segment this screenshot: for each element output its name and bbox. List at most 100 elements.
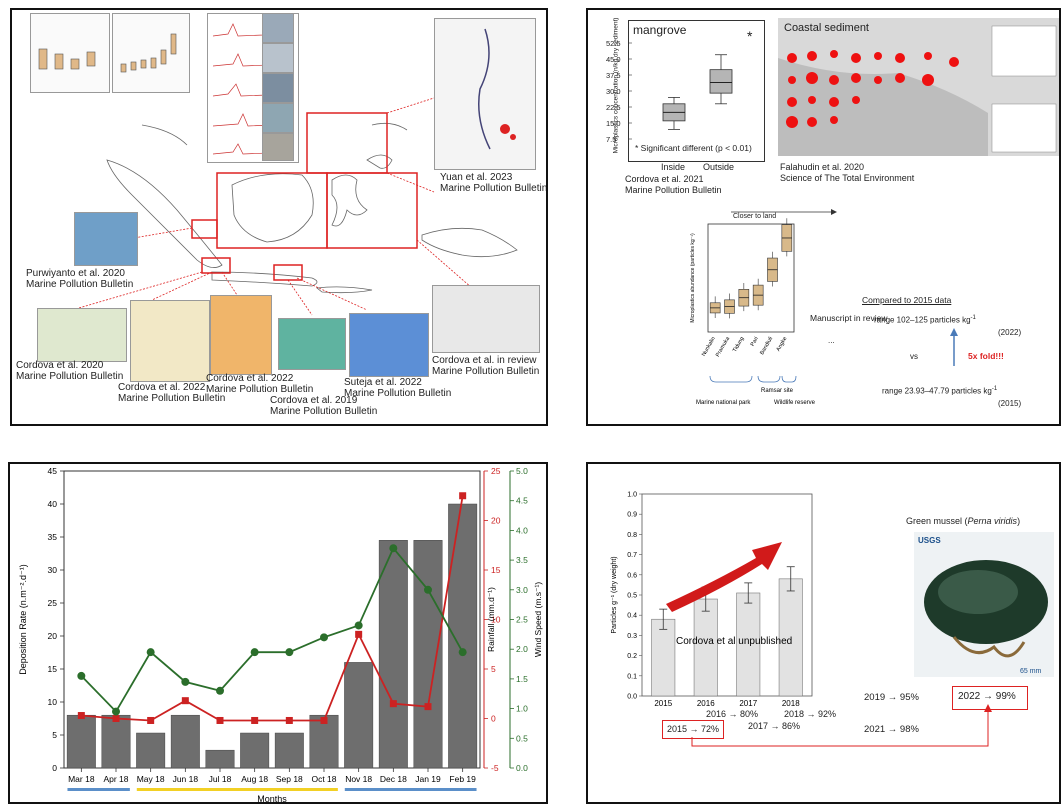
x-tick-label: Aug 18 (241, 774, 268, 784)
deposition-bar (378, 540, 408, 769)
mussel-panel: 0.0 0.1 0.2 0.3 0.4 0.5 0.6 0.7 0.8 0.9 1.0 Particl… (586, 462, 1061, 804)
boxplot-thumbnail-1 (30, 13, 110, 93)
boxplot-thumbnail-2 (112, 13, 190, 93)
citation-purwiyanto: Purwiyanto et al. 2020 Marine Pollution B… (26, 268, 134, 290)
rainfall-point (77, 712, 85, 720)
map-panel: Yuan et al. 2023 Marine Pollution Bulleti… (10, 8, 548, 426)
mussel-tick-label: 0.1 (627, 673, 637, 680)
bracket-ramsar (757, 375, 781, 383)
wind-tick-label: 0.0 (516, 763, 528, 773)
green-mussel-photo: USGS 65 mm (914, 532, 1054, 677)
particle-photo-1 (262, 13, 294, 43)
left-tick-label: 0 (52, 763, 57, 773)
closer-to-land-label: Closer to land (733, 213, 777, 220)
deposition-bar (240, 732, 270, 769)
wind-point (181, 677, 190, 686)
park-plot-frame (707, 223, 795, 333)
mussel-tick-label: 0.3 (627, 633, 637, 640)
wind-tick-label: 3.5 (516, 555, 528, 565)
pct-2022: 2022 → 99% (958, 691, 1016, 702)
mangrove-y-tick: 45.0 (606, 55, 621, 64)
park-y-label: Microplastics abundance (particles kg⁻¹) (690, 233, 696, 323)
left-tick-label: 45 (48, 466, 58, 476)
purwiyanto-map-thumbnail (74, 212, 138, 266)
wind-tick-label: 0.5 (516, 733, 528, 743)
rainfall-tick-label: 0 (491, 714, 496, 724)
arrow-head-icon (831, 209, 837, 215)
rainfall-point (216, 716, 224, 724)
rainfall-tick-label: 5 (491, 664, 496, 674)
citation-cordova2022a: Cordova et al. 2022 Marine Pollution Bull… (118, 382, 226, 404)
rainfall-point (320, 716, 328, 724)
x-tick-label: Feb 19 (449, 774, 476, 784)
mussel-tick-label: 0.9 (627, 512, 637, 519)
x-tick-label: Jun 18 (173, 774, 199, 784)
park-category-label: Angke (776, 336, 789, 353)
deposition-bar (274, 732, 304, 769)
citation-falahudin: Falahudin et al. 2020 Science of The Tota… (780, 162, 915, 183)
fold-increase: 5x fold!!! (968, 351, 1004, 361)
rainfall-tick-label: 15 (491, 565, 501, 575)
wind-tick-label: 4.0 (516, 525, 528, 535)
mussel-tick-label: 0.6 (627, 572, 637, 579)
cordova2022-map-thumbnail-b (210, 295, 272, 375)
coastal-title: Coastal sediment (784, 22, 869, 34)
mangrove-y-tick: 22.5 (606, 103, 621, 112)
mussel-category-label: 2017 (739, 699, 757, 708)
wind-line (80, 546, 464, 714)
wind-tick-label: 2.0 (516, 644, 528, 654)
mussel-tick-label: 1.0 (627, 492, 637, 499)
wind-tick-label: 4.5 (516, 496, 528, 506)
left-tick-label: 5 (52, 730, 57, 740)
rainfall-point (112, 715, 120, 722)
x-tick-label: Jul 18 (209, 774, 232, 784)
plot-area (63, 470, 481, 769)
mussel-category-label: 2018 (782, 699, 800, 708)
mussel-tick-label: 0.4 (627, 613, 637, 620)
manuscript-review-note: Manuscript in review (810, 313, 888, 323)
pct-2021: 2021 → 98% (864, 724, 919, 735)
mussel-y-axis-title: Particles g⁻¹ (dry weight) (611, 556, 618, 633)
sediment-panel: mangrove * * Significant different (p < … (586, 8, 1061, 426)
pct-2017: 2017 → 86% (748, 721, 801, 731)
x-tick-label: Apr 18 (103, 774, 128, 784)
wind-point (320, 633, 328, 642)
usgs-logo: USGS (918, 536, 941, 545)
ellipsis: ... (828, 336, 835, 345)
bracket-wildlife (781, 375, 797, 383)
group-marine-national-park: Marine national park (696, 400, 751, 406)
mussel-tick-label: 0.2 (627, 653, 637, 660)
left-tick-label: 35 (48, 532, 58, 542)
rainfall-point (147, 716, 155, 724)
season-bar (67, 788, 130, 791)
mussel-bar (651, 618, 676, 697)
mussel-bar-chart: 0.0 0.1 0.2 0.3 0.4 0.5 0.6 0.7 0.8 0.9 1.0 Particl… (611, 492, 813, 708)
park-category-label: Pari (750, 336, 760, 347)
group-ramsar-site: Ramsar site (761, 388, 794, 394)
group-wildlife-reserve: Wildlife reserve (774, 400, 816, 406)
particle-photo-2 (262, 43, 294, 73)
mussel-bar (693, 598, 718, 697)
significance-star: * (747, 28, 753, 44)
rainfall-point (251, 716, 259, 724)
up-arrow-icon (950, 328, 958, 366)
national-park-boxplot: Microplastics abundance (particles kg⁻¹)… (690, 209, 837, 406)
trend-connector-line (691, 704, 992, 747)
mangrove-category-outside: Outside (703, 162, 735, 172)
citation-yuan: Yuan et al. 2023 Marine Pollution Bulleti… (440, 172, 548, 194)
rainfall-tick-label: -5 (491, 763, 499, 773)
rainfall-point (424, 703, 432, 711)
citation-review: Cordova et al. in review Marine Pollution… (432, 355, 540, 377)
rainfall-line (81, 495, 464, 722)
pct-2016: 2016 → 80% (706, 709, 759, 719)
mangrove-y-tick: 37.5 (606, 71, 621, 80)
scale-label: 65 mm (1020, 668, 1042, 675)
left-tick-label: 15 (48, 664, 58, 674)
park-category-label: Tidung (732, 336, 746, 353)
left-tick-label: 30 (48, 565, 58, 575)
mangrove-y-tick: 7.5 (606, 135, 617, 144)
wind-point (146, 648, 155, 657)
mangrove-y-tick: 15.0 (606, 119, 621, 128)
left-tick-label: 10 (48, 697, 58, 707)
x-tick-label: Jan 19 (415, 774, 441, 784)
